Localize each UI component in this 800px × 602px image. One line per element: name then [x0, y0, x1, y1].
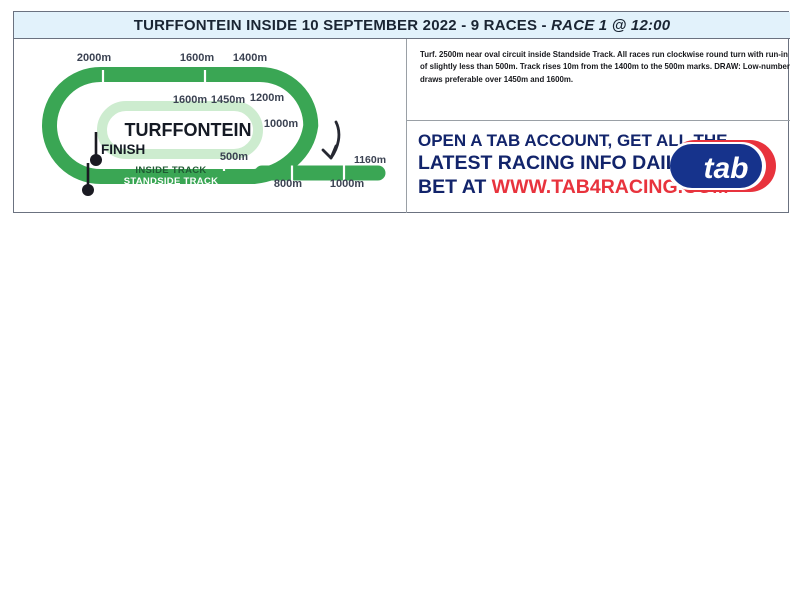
svg-text:TURFFONTEIN: TURFFONTEIN — [125, 120, 252, 140]
svg-text:1160m: 1160m — [354, 154, 386, 166]
svg-text:800m: 800m — [274, 178, 302, 190]
svg-text:1000m: 1000m — [330, 178, 364, 190]
svg-text:STANDSIDE TRACK: STANDSIDE TRACK — [124, 176, 219, 187]
svg-text:1600m: 1600m — [180, 52, 214, 64]
svg-text:1200m: 1200m — [250, 92, 284, 104]
svg-text:2000m: 2000m — [77, 52, 111, 64]
svg-text:1000m: 1000m — [264, 118, 298, 130]
svg-text:1400m: 1400m — [233, 52, 267, 64]
svg-text:500m: 500m — [220, 151, 248, 163]
svg-text:1450m: 1450m — [211, 94, 245, 106]
svg-text:INSIDE TRACK: INSIDE TRACK — [135, 165, 206, 176]
svg-text:FINISH: FINISH — [101, 142, 145, 157]
svg-text:tab: tab — [704, 152, 749, 185]
svg-text:1600m: 1600m — [173, 94, 207, 106]
